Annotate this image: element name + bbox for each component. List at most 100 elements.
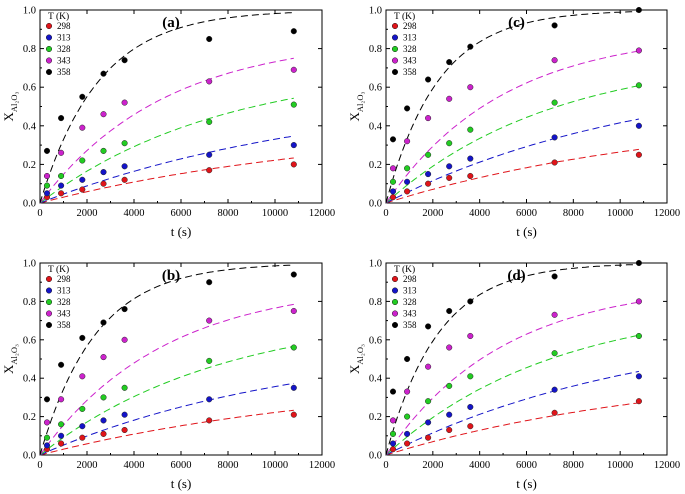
y-axis-title-subscript: Al₂O₃	[355, 91, 365, 112]
fit-curve-343	[385, 50, 639, 204]
x-tick-label: 6000	[516, 208, 537, 219]
y-tick-label: 0.8	[369, 297, 382, 308]
data-point-328	[404, 165, 411, 172]
data-point-358	[446, 59, 453, 66]
data-point-313	[446, 163, 453, 170]
data-point-358	[290, 271, 297, 278]
data-point-343	[206, 78, 213, 85]
data-point-313	[635, 122, 642, 129]
legend-marker-298	[45, 275, 53, 283]
data-point-328	[635, 82, 642, 89]
data-point-358	[58, 115, 65, 122]
legend-title: T (K)	[394, 264, 415, 275]
data-point-343	[290, 66, 297, 73]
x-tick-label: 8000	[563, 208, 584, 219]
y-axis-title-subscript: Al₂O₃	[9, 91, 19, 112]
data-point-358	[635, 6, 642, 14]
data-point-298	[446, 426, 453, 434]
fit-curve-298	[385, 402, 639, 456]
data-point-343	[467, 332, 474, 340]
data-point-328	[635, 332, 642, 340]
x-tick-label: 2000	[422, 460, 443, 471]
y-axis-title: XAl₂O₃	[1, 91, 19, 121]
legend-marker-313	[391, 287, 399, 294]
data-point-313	[100, 417, 107, 424]
data-point-358	[425, 323, 432, 330]
legend-label-358: 358	[403, 320, 417, 330]
data-point-298	[121, 176, 128, 183]
data-point-328	[467, 373, 474, 380]
x-tick-label: 6000	[171, 208, 192, 219]
y-tick-label: 0.6	[23, 335, 36, 346]
data-point-358	[79, 334, 86, 341]
data-point-358	[43, 147, 51, 154]
legend-label-328: 328	[403, 297, 417, 307]
data-point-313	[635, 373, 642, 380]
data-point-298	[79, 186, 86, 193]
data-point-328	[551, 350, 558, 357]
y-axis-title-subscript: Al₂O₃	[355, 344, 365, 365]
data-point-343	[290, 307, 297, 315]
fit-curve-358	[385, 11, 639, 204]
legend-marker-358	[45, 68, 53, 76]
data-point-298	[79, 434, 86, 441]
fit-curve-328	[39, 345, 294, 456]
data-point-343	[121, 336, 128, 343]
x-tick-label: 4000	[124, 208, 145, 219]
fit-curve-313	[39, 135, 294, 204]
x-tick-label: 12000	[654, 208, 680, 219]
chart-panel-b: 0 2000 4000 6000 8000 10000 12000 0.0 0.2 0.4 0.6 0…	[1, 259, 335, 492]
data-point-358	[551, 22, 558, 29]
data-point-328	[100, 147, 107, 154]
data-point-313	[206, 396, 213, 403]
y-tick-label: 0.0	[369, 199, 382, 210]
data-point-313	[58, 432, 65, 439]
data-point-328	[290, 344, 297, 351]
y-axis-title-main: X	[1, 364, 16, 374]
legend-label-328: 328	[403, 44, 417, 54]
panel-label: (b)	[162, 268, 180, 284]
data-point-313	[389, 440, 397, 447]
data-point-343	[404, 388, 411, 395]
data-point-298	[404, 188, 411, 195]
data-point-298	[635, 151, 642, 158]
data-point-298	[635, 398, 642, 405]
data-point-298	[467, 423, 474, 430]
fit-curve-328	[385, 334, 639, 456]
legend-marker-343	[391, 57, 399, 64]
legend-label-343: 343	[403, 56, 417, 66]
data-point-313	[43, 190, 51, 197]
y-tick-label: 0.4	[369, 121, 383, 132]
y-tick-label: 1.0	[23, 6, 36, 17]
fit-curve-358	[39, 264, 294, 456]
x-tick-label: 10000	[607, 208, 633, 219]
y-tick-label: 1.0	[23, 259, 36, 270]
data-point-313	[290, 142, 297, 149]
legend-label-328: 328	[57, 44, 71, 54]
x-tick-label: 12000	[309, 208, 335, 219]
panel-label: (a)	[162, 15, 180, 31]
y-tick-label: 0.6	[369, 83, 382, 94]
x-tick-label: 6000	[171, 460, 192, 471]
data-point-298	[206, 167, 213, 174]
legend-label-343: 343	[57, 56, 71, 66]
data-point-313	[551, 134, 558, 141]
legend-marker-358	[391, 321, 399, 329]
data-point-358	[635, 259, 642, 267]
fit-curve-328	[385, 85, 640, 204]
x-tick-label: 12000	[654, 460, 680, 471]
data-point-358	[121, 57, 128, 64]
x-tick-label: 6000	[516, 460, 537, 471]
data-point-313	[404, 430, 411, 437]
data-point-313	[389, 188, 397, 195]
y-tick-label: 0.0	[23, 199, 36, 210]
y-tick-label: 0.2	[23, 160, 36, 171]
fit-curve-313	[385, 118, 640, 204]
data-point-313	[467, 403, 474, 411]
data-point-358	[206, 35, 213, 43]
x-tick-label: 2000	[77, 460, 98, 471]
legend-marker-358	[391, 68, 399, 76]
legend-label-358: 358	[57, 67, 71, 77]
